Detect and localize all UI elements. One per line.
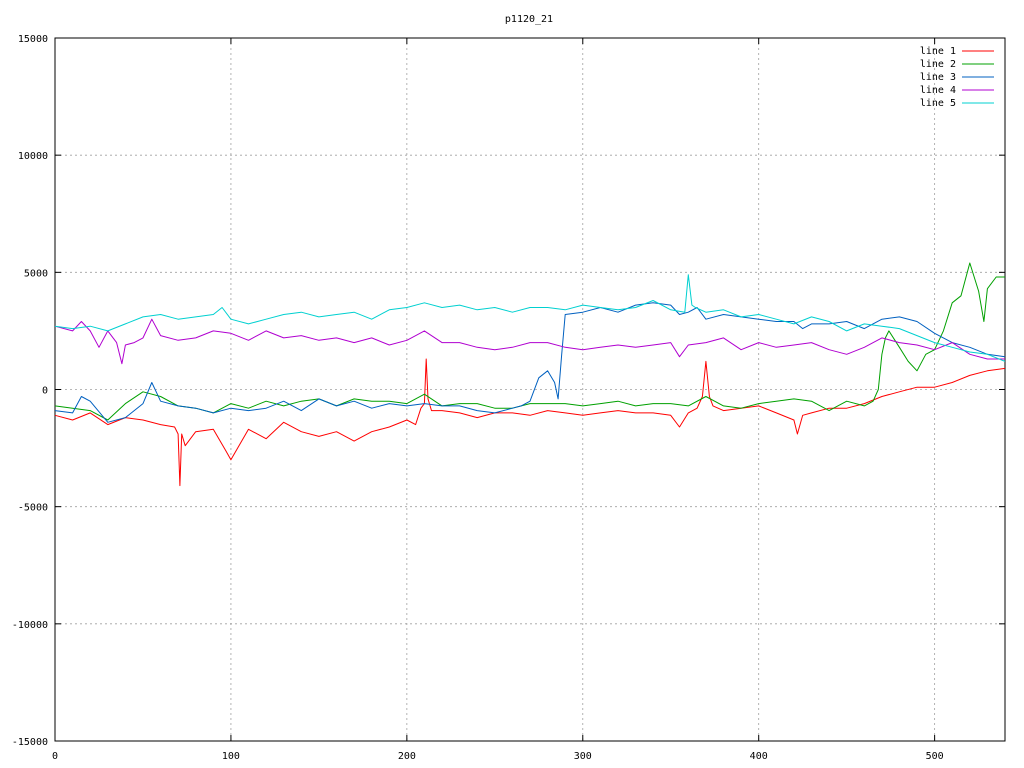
series-line-4 [54,318,1005,365]
series-layer [54,262,1006,487]
y-tick-label: 15000 [18,34,48,45]
x-tick-label: 500 [926,751,944,762]
legend-label-3: line 3 [920,72,956,83]
axes-layer: -15000 -10000 -5000 0 5000 10000 15000 0 100 200 3… [12,34,1006,762]
y-tick-label: 0 [42,386,48,397]
legend: line 1 line 2 line 3 line 4 line 5 [920,46,994,109]
chart-title: p1120_21 [505,14,553,25]
legend-label-5: line 5 [920,98,956,109]
x-tick-label: 100 [222,751,240,762]
x-tick-label: 400 [750,751,768,762]
y-tick-label: 10000 [18,151,48,162]
series-line-5 [54,274,1006,362]
legend-label-1: line 1 [920,46,956,57]
series-line-1 [54,358,1006,487]
series-line-3 [54,302,1006,423]
legend-label-2: line 2 [920,59,956,70]
x-tick-label: 0 [52,751,58,762]
y-tick-label: -15000 [12,737,48,748]
y-tick-label: -5000 [18,503,48,514]
x-tick-label: 200 [398,751,416,762]
series-line-2 [54,262,1005,421]
y-tick-label: -10000 [12,620,48,631]
y-tick-label: 5000 [24,268,48,279]
legend-label-4: line 4 [920,85,956,96]
x-tick-label: 300 [574,751,592,762]
grid-layer [55,38,1005,741]
